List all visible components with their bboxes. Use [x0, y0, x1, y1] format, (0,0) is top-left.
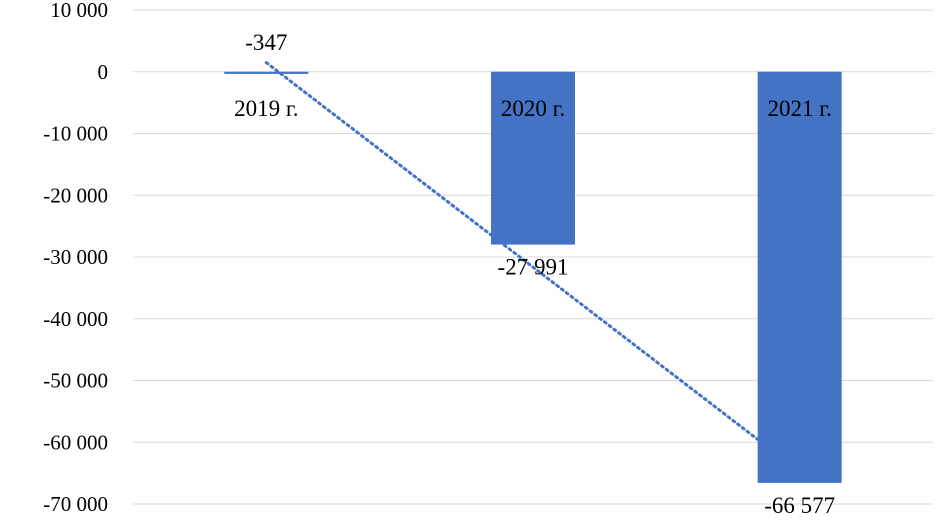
- data-labels: -347 -27 991 -66 577: [245, 30, 835, 518]
- bars: [224, 71, 842, 483]
- y-tick-label: -60 000: [43, 430, 108, 454]
- y-tick-label: -50 000: [43, 369, 108, 393]
- y-tick-label: 0: [98, 60, 109, 84]
- category-label: 2020 г.: [501, 96, 565, 121]
- y-tick-label: -30 000: [43, 245, 108, 269]
- bar: [491, 71, 575, 245]
- y-tick-label: -20 000: [43, 183, 108, 207]
- y-tick-label: -70 000: [43, 492, 108, 516]
- bar: [224, 71, 309, 74]
- y-tick-label: -40 000: [43, 307, 108, 331]
- category-label: 2019 г.: [234, 96, 298, 121]
- y-tick-label: -10 000: [43, 122, 108, 146]
- data-label: -66 577: [764, 493, 835, 518]
- category-label: 2021 г.: [767, 96, 831, 121]
- data-label: -27 991: [498, 255, 569, 280]
- bar: [757, 71, 842, 483]
- trendline-path: [264, 61, 760, 441]
- data-label: -347: [245, 30, 287, 55]
- category-labels: 2019 г. 2020 г. 2021 г.: [234, 96, 832, 121]
- trendline: [264, 61, 760, 441]
- y-tick-label: 10 000: [50, 0, 108, 22]
- y-axis-tick-labels: 10 000 0 -10 000 -20 000 -30 000 -40 000 -50 0…: [43, 0, 108, 516]
